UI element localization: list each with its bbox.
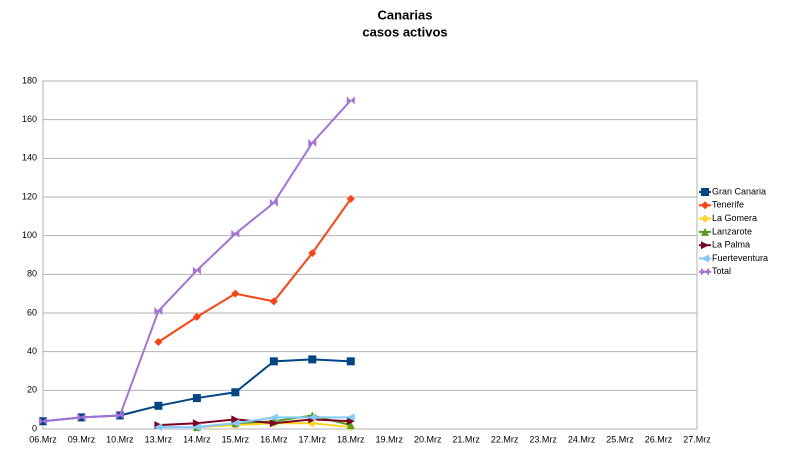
data-point: [192, 312, 201, 321]
data-point: [308, 249, 317, 258]
data-point: [154, 423, 163, 432]
data-point: [346, 417, 355, 426]
data-point: [269, 198, 278, 207]
chart-subtitle: casos activos: [362, 24, 447, 39]
data-point: [346, 96, 355, 105]
legend-label: Tenerife: [712, 200, 744, 210]
y-tick-label: 160: [22, 114, 37, 124]
legend-label: Gran Canaria: [712, 186, 766, 196]
data-point: [346, 194, 355, 203]
x-tick-label: 16.Mrz: [260, 434, 288, 444]
legend-label: Fuerteventura: [712, 253, 768, 263]
y-tick-label: 0: [32, 423, 37, 433]
legend-marker: [701, 241, 709, 250]
legend-label: La Palma: [712, 240, 750, 250]
data-point: [269, 413, 278, 422]
x-tick-label: 26.Mrz: [645, 434, 673, 444]
data-point: [154, 338, 163, 346]
y-tick-label: 180: [22, 75, 37, 85]
y-tick-label: 120: [22, 191, 37, 201]
data-point: [308, 413, 317, 422]
series-line: [158, 416, 351, 429]
legend-marker: [701, 201, 709, 210]
y-tick-label: 80: [27, 269, 37, 279]
data-point: [269, 357, 278, 366]
data-point: [192, 266, 201, 275]
x-tick-label: 06.Mrz: [29, 434, 57, 444]
legend-marker: [701, 227, 709, 236]
data-point: [231, 415, 240, 424]
data-point: [192, 419, 201, 428]
x-tick-label: 10.Mrz: [106, 434, 134, 444]
data-point: [269, 297, 278, 306]
series-line: [157, 198, 352, 343]
chart-title: Canarias: [378, 7, 433, 22]
data-point: [39, 417, 47, 426]
y-tick-label: 140: [22, 153, 37, 163]
x-tick-label: 20.Mrz: [414, 434, 442, 444]
x-tick-label: 25.Mrz: [606, 434, 634, 444]
data-point: [346, 413, 355, 422]
x-tick-label: 24.Mrz: [568, 434, 596, 444]
data-point: [77, 413, 86, 422]
data-point: [231, 289, 240, 298]
data-point: [154, 307, 163, 316]
data-point: [231, 388, 240, 397]
data-point: [115, 411, 124, 420]
x-tick-label: 18.Mrz: [337, 434, 365, 444]
data-point: [308, 138, 317, 147]
y-tick-label: 40: [27, 346, 37, 356]
x-tick-label: 14.Mrz: [183, 434, 211, 444]
legend-label: La Gomera: [712, 213, 757, 223]
legend-marker: [701, 214, 709, 223]
legend-marker: [701, 267, 709, 276]
data-point: [308, 355, 317, 364]
x-tick-label: 21.Mrz: [452, 434, 480, 444]
data-point: [231, 229, 240, 238]
data-point: [192, 423, 201, 432]
x-tick-label: 23.Mrz: [529, 434, 557, 444]
data-point: [192, 394, 201, 403]
x-tick-label: 27.Mrz: [683, 434, 711, 444]
series-line: [42, 99, 352, 423]
y-tick-label: 100: [22, 230, 37, 240]
legend-marker: [701, 254, 709, 263]
plot-border: [42, 80, 698, 430]
y-tick-label: 60: [27, 307, 37, 317]
x-tick-label: 15.Mrz: [222, 434, 250, 444]
data-point: [269, 419, 278, 428]
data-point: [154, 401, 163, 410]
x-tick-label: 22.Mrz: [491, 434, 519, 444]
legend-label: Total: [712, 266, 731, 276]
x-tick-label: 19.Mrz: [375, 434, 403, 444]
x-tick-label: 13.Mrz: [145, 434, 173, 444]
legend-label: Lanzarote: [712, 226, 752, 236]
data-point: [346, 421, 355, 430]
x-tick-label: 09.Mrz: [68, 434, 96, 444]
legend-marker: [701, 188, 709, 196]
x-tick-label: 17.Mrz: [299, 434, 327, 444]
data-point: [346, 357, 355, 366]
data-point: [231, 419, 240, 428]
y-tick-label: 20: [27, 385, 37, 395]
